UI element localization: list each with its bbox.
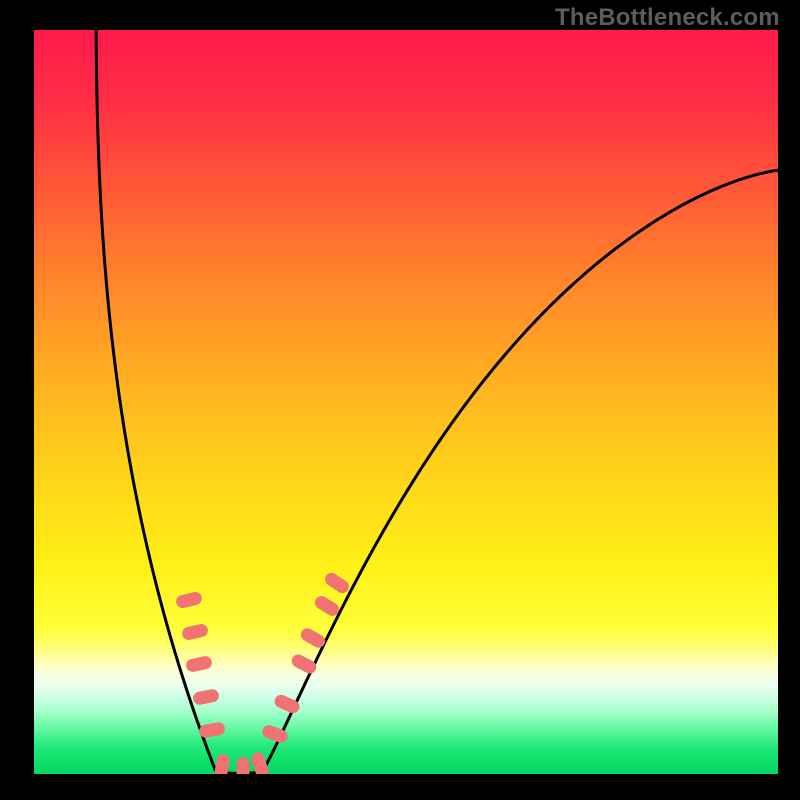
plot-area	[34, 30, 778, 774]
data-marker	[181, 623, 209, 642]
curve-segment	[262, 170, 778, 772]
data-marker	[198, 721, 226, 738]
data-marker	[323, 570, 352, 595]
data-marker	[213, 753, 230, 774]
data-marker	[175, 591, 203, 610]
data-marker	[192, 688, 220, 706]
curves-layer	[34, 30, 778, 774]
data-marker	[272, 693, 301, 715]
watermark-label: TheBottleneck.com	[555, 4, 780, 32]
data-marker	[237, 757, 250, 774]
data-marker	[185, 655, 213, 673]
data-marker	[289, 652, 318, 676]
